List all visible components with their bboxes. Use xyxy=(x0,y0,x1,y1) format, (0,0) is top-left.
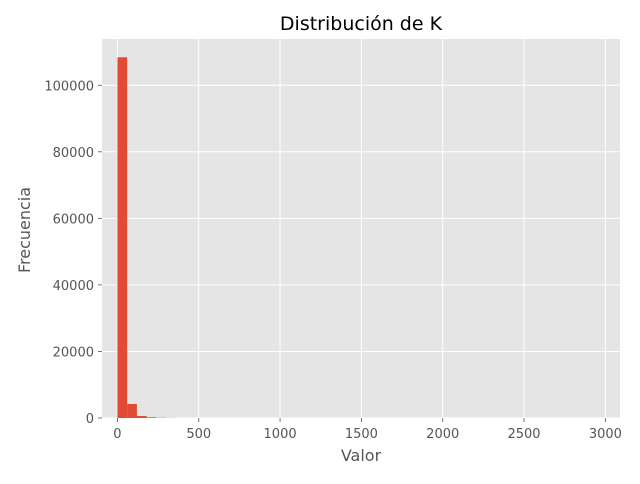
histogram-bar xyxy=(137,416,147,418)
chart-title: Distribución de K xyxy=(280,13,443,35)
y-tick-label: 80000 xyxy=(53,146,94,161)
y-tick-label: 20000 xyxy=(53,345,94,360)
x-tick-label: 2000 xyxy=(426,427,459,442)
x-tick-label: 500 xyxy=(186,427,211,442)
y-axis-label: Frecuencia xyxy=(15,187,34,273)
x-tick-label: 2500 xyxy=(507,427,540,442)
x-axis-label: Valor xyxy=(341,446,382,465)
y-tick-label: 60000 xyxy=(53,212,94,227)
y-tick-label: 0 xyxy=(86,412,94,427)
x-tick-label: 3000 xyxy=(589,427,622,442)
y-tick-label: 40000 xyxy=(53,279,94,294)
histogram-bar xyxy=(147,417,157,418)
y-tick-label: 100000 xyxy=(44,79,94,94)
x-tick-label: 0 xyxy=(113,427,121,442)
histogram-bar xyxy=(117,57,127,418)
histogram-bar xyxy=(127,404,137,418)
x-tick-label: 1500 xyxy=(345,427,378,442)
x-axis-ticks: 0 500 1000 1500 2000 2500 3000 xyxy=(113,418,622,442)
y-axis-ticks: 0 20000 40000 60000 80000 100000 xyxy=(44,79,102,427)
x-tick-label: 1000 xyxy=(264,427,297,442)
